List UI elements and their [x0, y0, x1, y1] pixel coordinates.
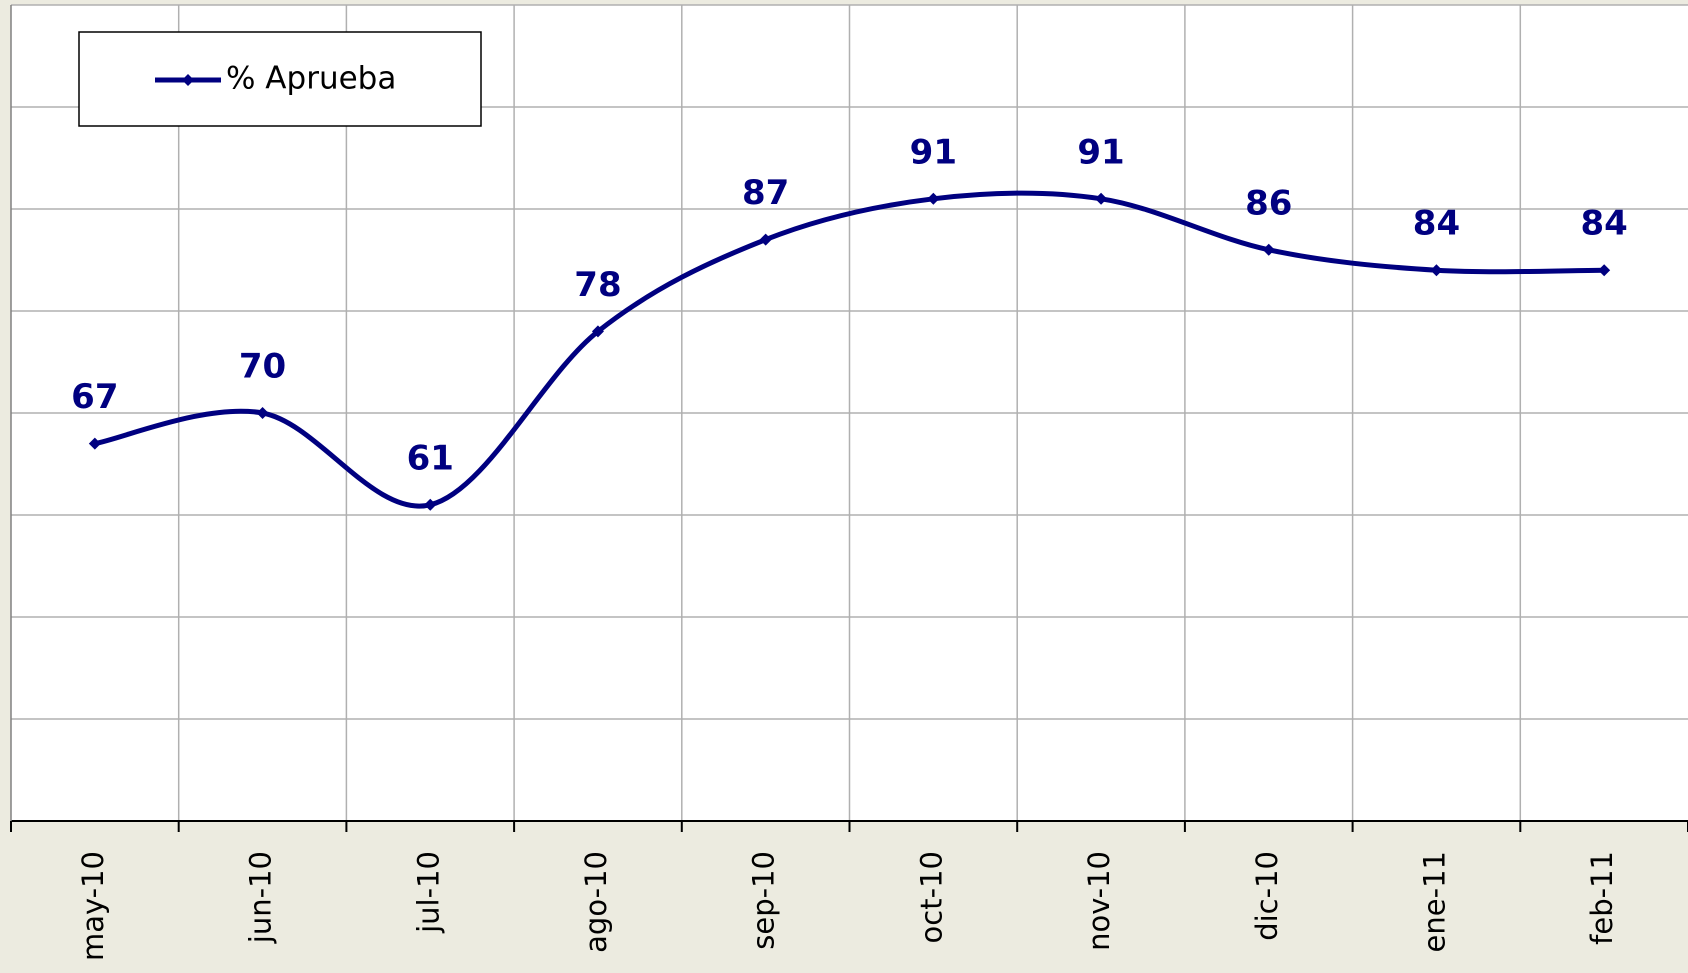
data-label: 61	[407, 438, 454, 478]
x-tick-label: may-10	[76, 851, 110, 961]
x-tick-label: sep-10	[747, 851, 781, 950]
x-tick-label: oct-10	[914, 851, 948, 943]
data-marker	[759, 233, 772, 246]
data-label: 84	[1413, 204, 1460, 244]
legend-box	[78, 31, 482, 127]
data-marker	[1095, 192, 1108, 205]
data-marker	[256, 407, 269, 419]
x-tick-label: nov-10	[1082, 851, 1116, 951]
data-marker	[591, 325, 604, 338]
x-tick-label: feb-11	[1585, 851, 1619, 945]
legend-marker	[182, 74, 194, 86]
data-marker	[88, 437, 101, 450]
data-marker	[424, 498, 437, 511]
data-marker	[1262, 243, 1275, 256]
x-tick-label: dic-10	[1250, 851, 1284, 941]
x-tick-label: jun-10	[244, 851, 278, 944]
data-marker	[1430, 264, 1443, 277]
x-tick-label: jul-10	[411, 851, 445, 934]
data-label: 87	[742, 173, 789, 213]
data-label: 91	[1077, 132, 1124, 172]
legend-label: % Aprueba	[226, 61, 396, 97]
legend: % Aprueba	[78, 31, 482, 127]
data-label: 84	[1580, 204, 1627, 244]
data-marker	[927, 192, 940, 205]
data-label: 78	[574, 265, 621, 305]
x-tick-label: ene-11	[1417, 851, 1451, 952]
data-label: 86	[1245, 183, 1292, 223]
x-tick-label: ago-10	[579, 851, 613, 953]
data-label: 70	[239, 347, 286, 387]
data-label: 67	[71, 377, 118, 417]
data-label: 91	[910, 132, 957, 172]
data-line	[94, 190, 1605, 509]
data-marker	[1598, 264, 1611, 277]
